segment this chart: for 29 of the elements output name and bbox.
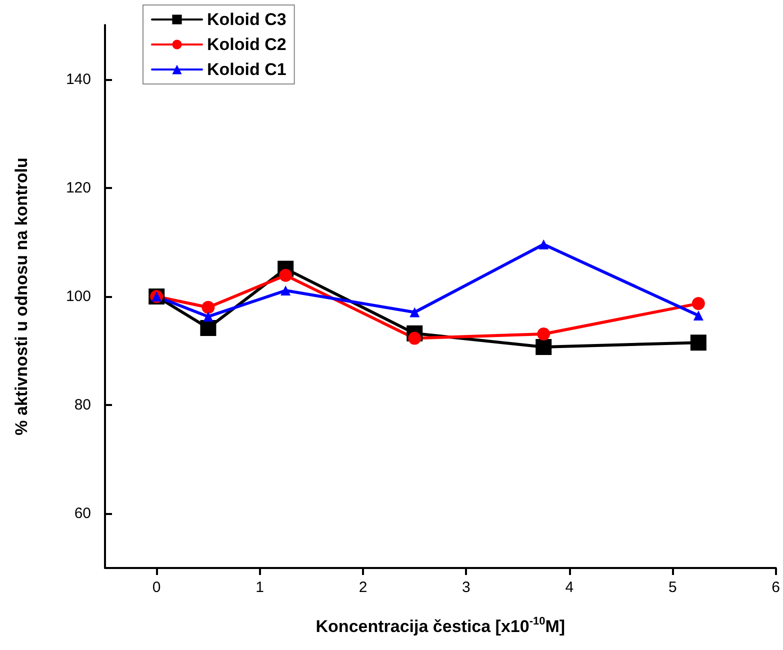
point <box>280 286 291 296</box>
x-tick-label: 2 <box>358 579 368 596</box>
x-tick-label: 1 <box>256 579 264 596</box>
y-tick-label: 120 <box>66 179 91 196</box>
x-tick-label: 5 <box>668 579 677 596</box>
point <box>690 334 706 351</box>
point <box>279 268 292 282</box>
y-tick-label: 100 <box>66 288 91 305</box>
x-tick-label: 0 <box>152 579 161 596</box>
point <box>203 312 214 322</box>
point <box>693 310 704 321</box>
y-tick-label: 140 <box>66 70 91 88</box>
legend-label: Koloid C2 <box>207 35 286 54</box>
point <box>536 339 552 355</box>
y-tick-label: 60 <box>74 505 91 522</box>
point <box>537 327 550 340</box>
point <box>410 307 420 318</box>
legend-label: Koloid C3 <box>207 10 286 29</box>
point <box>200 320 216 336</box>
point <box>538 239 549 250</box>
y-axis-title: % aktivnosti u odnosu na kontrolu <box>12 158 31 436</box>
x-tick-label: 3 <box>462 579 470 596</box>
x-tick-label: 4 <box>565 579 574 596</box>
point <box>202 300 215 314</box>
x-tick-label: 6 <box>772 579 780 596</box>
point <box>692 297 705 310</box>
y-tick-label: 80 <box>74 396 91 414</box>
legend-label: Koloid C1 <box>207 60 286 79</box>
point <box>408 332 422 345</box>
